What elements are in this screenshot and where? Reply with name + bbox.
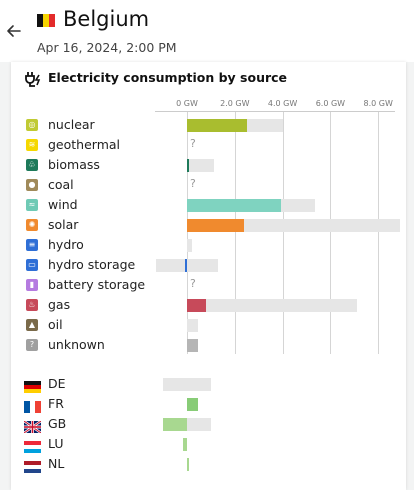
axis-tick-label: 2.0 GW <box>220 99 250 108</box>
exchange-label: NL <box>48 456 65 471</box>
fr-flag-icon <box>24 398 41 413</box>
capacity-bar[interactable] <box>155 259 219 272</box>
grid-line <box>187 112 188 354</box>
production-bar[interactable] <box>187 219 245 232</box>
source-label: wind <box>48 197 78 212</box>
axis-tick-label: 6.0 GW <box>315 99 346 108</box>
production-bar[interactable] <box>187 458 190 471</box>
unknown-value: ? <box>190 137 196 150</box>
axis-tick-label: 8.0 GW <box>363 99 393 108</box>
hydro-icon: ≡ <box>26 239 38 251</box>
production-bar[interactable] <box>184 259 187 272</box>
source-row-biomass[interactable]: ♧ biomass <box>0 155 414 175</box>
source-row-gas[interactable]: ♨ gas <box>0 295 414 315</box>
panel-title: Electricity consumption by source <box>48 70 288 85</box>
hydro-storage-icon: ▭ <box>26 259 38 271</box>
coal-icon: ● <box>26 179 38 191</box>
capacity-bar[interactable] <box>163 378 211 391</box>
gb-flag-icon <box>23 418 42 434</box>
lu-flag-icon <box>24 438 41 453</box>
battery-storage-icon: ▮ <box>26 279 38 291</box>
biomass-icon: ♧ <box>26 159 38 171</box>
axis-line <box>155 111 395 112</box>
oil-icon: ▲ <box>26 319 38 331</box>
capacity-bar[interactable] <box>187 299 357 312</box>
source-label: hydro storage <box>48 257 136 272</box>
page-title: Belgium <box>63 7 150 31</box>
production-bar[interactable] <box>187 299 207 312</box>
exchange-row-lu[interactable]: LU <box>0 434 414 454</box>
source-label: coal <box>48 177 74 192</box>
exchange-label: DE <box>48 376 66 391</box>
source-row-coal[interactable]: ● coal? <box>0 175 414 195</box>
capacity-bar[interactable] <box>187 319 198 332</box>
exchange-row-fr[interactable]: FR <box>0 394 414 414</box>
plug-icon <box>25 72 41 87</box>
source-row-oil[interactable]: ▲ oil <box>0 315 414 335</box>
production-bar[interactable] <box>163 418 187 431</box>
exchange-row-nl[interactable]: NL <box>0 454 414 474</box>
production-bar[interactable] <box>187 199 282 212</box>
header: Belgium Apr 16, 2024, 2:00 PM <box>0 0 414 62</box>
de-flag-icon <box>24 378 41 393</box>
source-row-unknown[interactable]: ? unknown <box>0 335 414 355</box>
source-label: hydro <box>48 237 84 252</box>
exchange-label: LU <box>48 436 64 451</box>
unknown-icon: ? <box>26 339 38 351</box>
source-label: unknown <box>48 337 105 352</box>
grid-line <box>378 112 380 354</box>
source-row-geothermal[interactable]: ≋ geothermal? <box>0 135 414 155</box>
axis-tick-label: 0 GW <box>176 99 198 108</box>
nuclear-icon: ◎ <box>26 119 38 131</box>
production-bar[interactable] <box>187 159 190 172</box>
exchange-row-de[interactable]: DE <box>0 374 414 394</box>
datetime-label: Apr 16, 2024, 2:00 PM <box>37 40 177 55</box>
source-row-solar[interactable]: ✺ solar <box>0 215 414 235</box>
production-bar[interactable] <box>187 119 247 132</box>
back-arrow-icon[interactable] <box>5 22 23 40</box>
source-row-nuclear[interactable]: ◎ nuclear <box>0 115 414 135</box>
source-row-hydro[interactable]: ≡ hydro <box>0 235 414 255</box>
belgium-flag-icon <box>37 14 55 27</box>
source-label: biomass <box>48 157 100 172</box>
source-row-wind[interactable]: ≈ wind <box>0 195 414 215</box>
wind-icon: ≈ <box>26 199 38 211</box>
grid-line <box>234 112 236 354</box>
source-label: oil <box>48 317 63 332</box>
axis-tick-label: 4.0 GW <box>267 99 298 108</box>
grid-line <box>282 112 284 354</box>
source-label: battery storage <box>48 277 146 292</box>
capacity-bar[interactable] <box>187 239 192 252</box>
production-bar[interactable] <box>187 398 198 411</box>
grid-line <box>330 112 332 354</box>
source-label: nuclear <box>48 117 95 132</box>
source-label: geothermal <box>48 137 121 152</box>
exchange-row-gb[interactable]: GB <box>0 414 414 434</box>
exchange-label: GB <box>48 416 67 431</box>
production-bar[interactable] <box>187 339 198 352</box>
exchange-label: FR <box>48 396 64 411</box>
source-row-hydro-storage[interactable]: ▭ hydro storage <box>0 255 414 275</box>
source-label: solar <box>48 217 79 232</box>
nl-flag-icon <box>24 458 41 473</box>
unknown-value: ? <box>190 277 196 290</box>
unknown-value: ? <box>190 177 196 190</box>
solar-icon: ✺ <box>26 219 38 231</box>
geothermal-icon: ≋ <box>26 139 38 151</box>
production-bar[interactable] <box>183 438 187 451</box>
source-row-battery-storage[interactable]: ▮ battery storage? <box>0 275 414 295</box>
gas-icon: ♨ <box>26 299 38 311</box>
source-label: gas <box>48 297 71 312</box>
capacity-bar[interactable] <box>187 159 215 172</box>
